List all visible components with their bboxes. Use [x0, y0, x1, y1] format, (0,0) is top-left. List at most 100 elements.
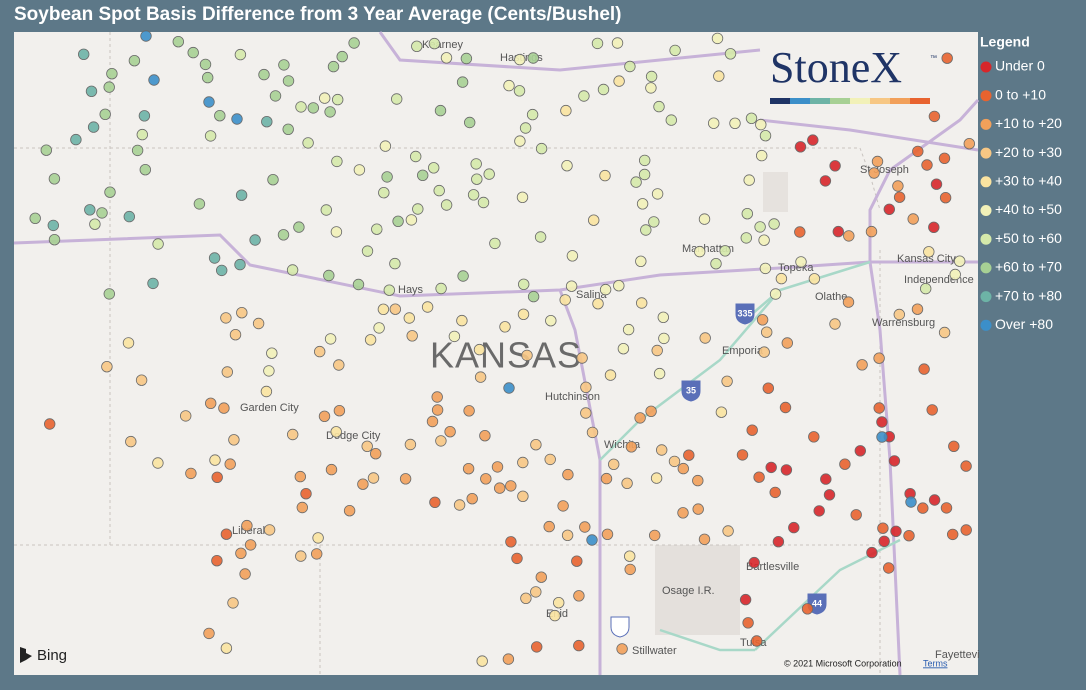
location-dot: [462, 463, 475, 475]
location-dot: [560, 104, 572, 117]
location-dot: [377, 303, 390, 316]
logo-text: StoneX: [770, 43, 902, 92]
location-dot: [294, 470, 307, 483]
bing-logo: Bing: [20, 647, 67, 664]
page-title: Soybean Spot Basis Difference from 3 Yea…: [14, 4, 622, 25]
location-dot: [911, 303, 924, 315]
location-dot: [282, 75, 295, 87]
location-dot: [203, 627, 215, 640]
location-dot: [474, 371, 487, 383]
location-dot: [123, 210, 136, 223]
location-dot: [324, 333, 337, 345]
location-dot: [788, 521, 800, 534]
city-label: Hays: [398, 284, 424, 296]
road-shield-label: 44: [812, 598, 822, 608]
location-dot: [403, 312, 416, 324]
location-dot: [557, 500, 569, 512]
location-dot: [470, 158, 482, 170]
city-label: Stillwater: [632, 645, 677, 657]
location-dot: [426, 415, 439, 428]
location-dot: [235, 189, 248, 201]
location-dot: [312, 532, 324, 544]
location-dot: [440, 52, 453, 64]
location-dot: [378, 186, 390, 199]
location-dot: [611, 37, 624, 49]
location-dot: [677, 507, 689, 519]
location-dot: [267, 173, 279, 186]
location-dot: [639, 154, 651, 167]
location-dot: [928, 494, 941, 506]
legend-swatch: [980, 319, 992, 331]
location-dot: [756, 149, 768, 162]
location-dot: [715, 406, 728, 418]
location-dot: [392, 215, 404, 228]
location-dot: [406, 330, 418, 342]
road-shield-label: 35: [686, 385, 696, 395]
location-dot: [843, 230, 855, 242]
location-dot: [892, 180, 904, 192]
location-dot: [29, 212, 41, 225]
location-dot: [211, 471, 223, 484]
location-dot: [873, 352, 885, 364]
location-dot: [278, 59, 290, 71]
location-dot: [101, 361, 113, 373]
location-dot: [332, 93, 344, 106]
location-dot: [573, 590, 585, 602]
location-dot: [683, 449, 695, 461]
location-dot: [318, 410, 331, 423]
logo-bar-segment: [870, 98, 890, 104]
location-dot: [917, 502, 929, 514]
location-dot: [721, 375, 733, 388]
city-label: Independence: [904, 274, 974, 286]
location-dot: [320, 204, 333, 216]
location-dot: [876, 431, 888, 443]
location-dot: [389, 303, 402, 315]
location-dot: [742, 617, 754, 629]
location-dot: [367, 472, 380, 484]
location-dot: [651, 188, 664, 200]
location-dot: [302, 137, 314, 149]
location-dot: [711, 32, 724, 45]
location-dot: [503, 79, 515, 92]
location-dot: [464, 116, 476, 129]
location-dot: [645, 405, 657, 418]
location-dot: [928, 221, 940, 234]
location-dot: [499, 321, 511, 333]
location-dot: [473, 343, 486, 356]
location-dot: [152, 238, 164, 250]
location-dot: [460, 52, 473, 65]
location-dot: [758, 346, 770, 358]
location-dot: [599, 169, 611, 182]
location-dot: [948, 440, 960, 453]
location-dot: [888, 455, 901, 467]
location-dot: [204, 130, 217, 142]
location-dot: [131, 144, 144, 157]
road-shield: [610, 616, 630, 638]
location-dot: [211, 555, 223, 567]
location-dot: [480, 473, 492, 485]
turnpike: [659, 628, 755, 652]
location-dot: [561, 159, 573, 172]
location-dot: [710, 258, 722, 270]
location-dot: [940, 502, 953, 514]
location-dot: [383, 284, 396, 296]
location-dot: [343, 505, 356, 517]
road-shield: [735, 303, 755, 325]
legend-label: +70 to +80: [995, 287, 1062, 303]
location-dot: [775, 272, 788, 285]
location-dot: [579, 521, 591, 533]
location-dot: [431, 404, 444, 416]
map: KearneyHastingsSt JosephManhattanTopekaK…: [13, 30, 980, 676]
location-dots: [29, 30, 976, 667]
location-dot: [84, 204, 96, 216]
location-dot: [794, 226, 806, 238]
location-dot: [428, 162, 440, 174]
location-dot: [600, 472, 613, 485]
terms-link[interactable]: Terms: [923, 658, 948, 668]
legend-label: +30 to +40: [995, 173, 1062, 189]
location-dot: [513, 85, 526, 97]
location-dot: [399, 473, 412, 485]
location-dot: [640, 224, 652, 236]
